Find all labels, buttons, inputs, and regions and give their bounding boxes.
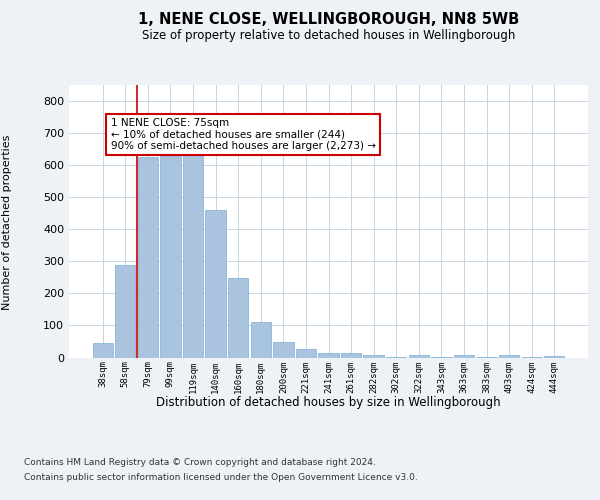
Text: Contains HM Land Registry data © Crown copyright and database right 2024.: Contains HM Land Registry data © Crown c…: [24, 458, 376, 467]
Bar: [115, 264, 136, 358]
Text: Size of property relative to detached houses in Wellingborough: Size of property relative to detached ho…: [142, 30, 515, 43]
Text: 1, NENE CLOSE, WELLINGBOROUGH, NN8 5WB: 1, NENE CLOSE, WELLINGBOROUGH, NN8 5WB: [138, 12, 520, 26]
Text: Number of detached properties: Number of detached properties: [2, 135, 12, 310]
Bar: [92, 343, 113, 357]
Bar: [228, 278, 248, 357]
Bar: [251, 322, 271, 358]
Bar: [183, 150, 203, 358]
Text: 1 NENE CLOSE: 75sqm
← 10% of detached houses are smaller (244)
90% of semi-detac: 1 NENE CLOSE: 75sqm ← 10% of detached ho…: [110, 118, 376, 151]
Text: Distribution of detached houses by size in Wellingborough: Distribution of detached houses by size …: [157, 396, 501, 409]
Bar: [205, 210, 226, 358]
Bar: [160, 156, 181, 358]
Bar: [296, 350, 316, 358]
Bar: [499, 356, 519, 358]
Bar: [138, 157, 158, 358]
Bar: [544, 356, 565, 358]
Bar: [273, 342, 293, 357]
Bar: [364, 355, 384, 358]
Bar: [409, 356, 429, 358]
Bar: [341, 353, 361, 358]
Bar: [319, 353, 338, 358]
Bar: [454, 354, 474, 358]
Text: Contains public sector information licensed under the Open Government Licence v3: Contains public sector information licen…: [24, 473, 418, 482]
